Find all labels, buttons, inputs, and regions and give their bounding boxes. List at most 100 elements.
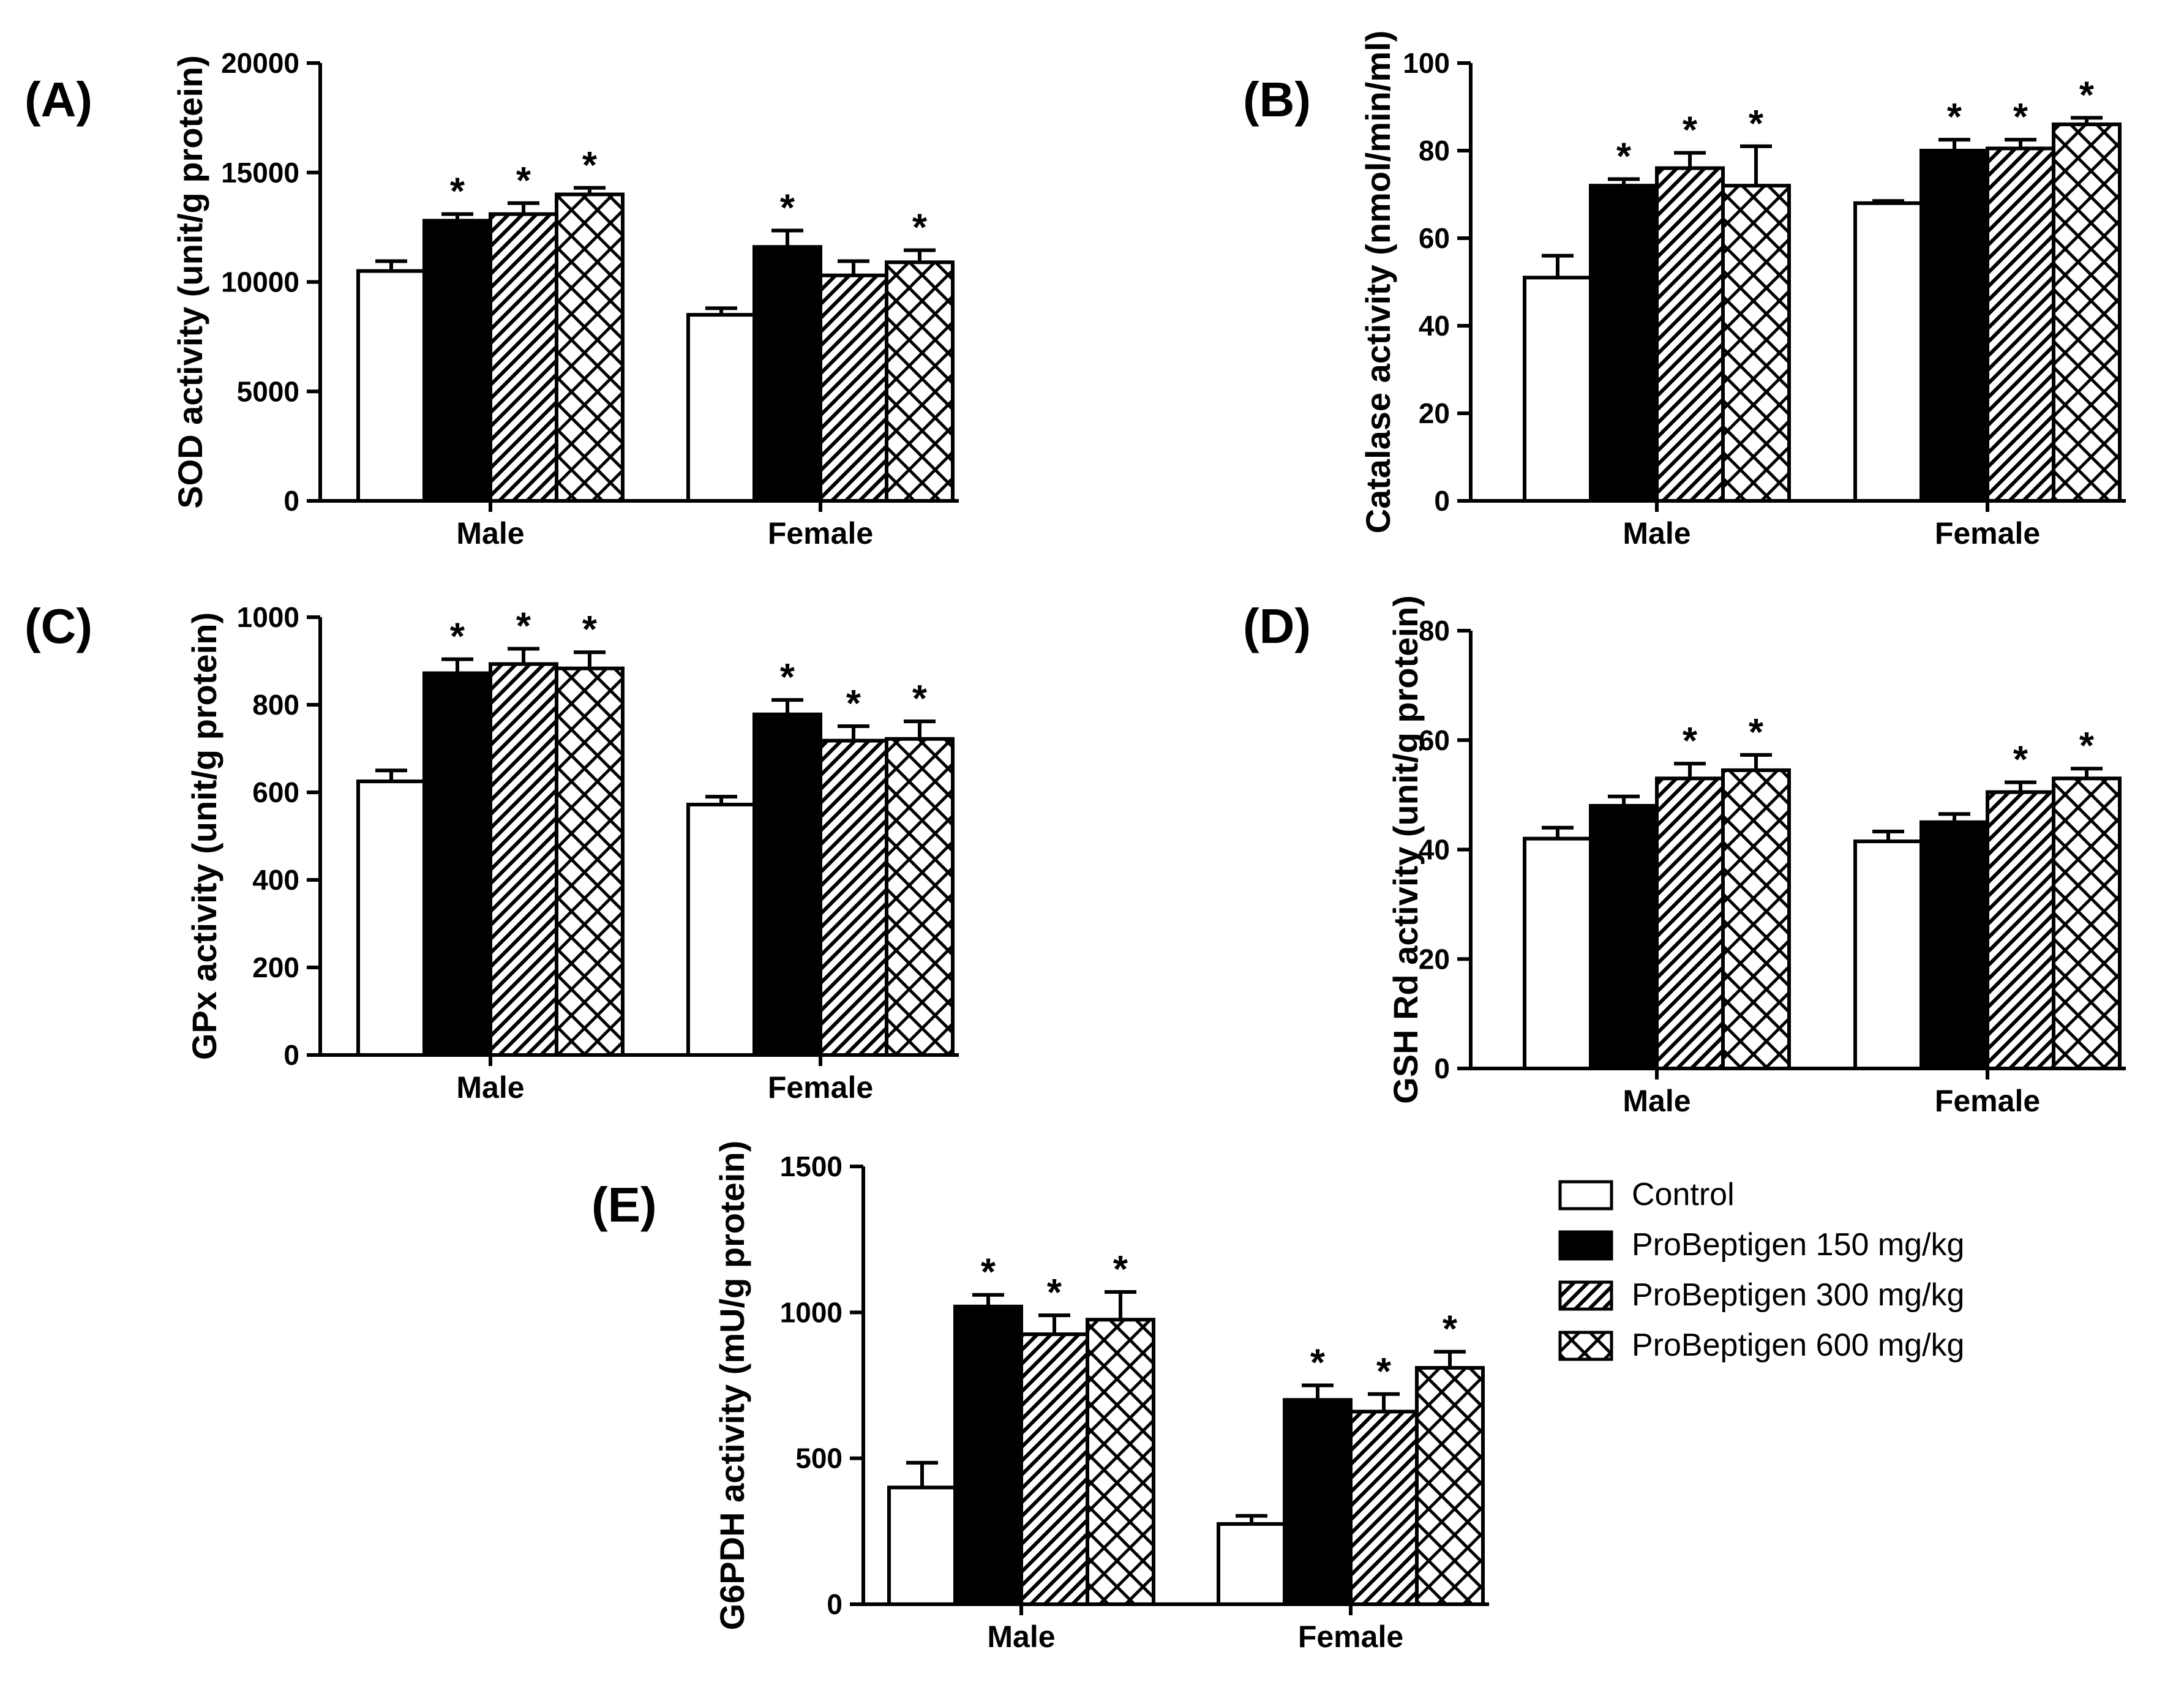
panel-label: (C) [24, 599, 92, 653]
bar [686, 313, 756, 503]
significance-star: * [846, 683, 861, 725]
x-tick-label: Male [1623, 516, 1691, 550]
y-tick-label: 60 [1419, 222, 1450, 254]
chart-panel-2: (B) Catalase activity (nmol/min/ml) * * * Mal… [1243, 31, 2126, 550]
significance-star: * [1683, 720, 1698, 762]
y-tick-label: 60 [1419, 724, 1450, 756]
bar [1853, 201, 1923, 503]
bar [1589, 804, 1659, 1070]
bar [555, 192, 625, 503]
y-tick-label: 0 [1434, 1053, 1450, 1084]
bar [686, 803, 756, 1057]
chart-panel-5: (E) G6PDH activity (mU/g protein) * * * Male *… [591, 1141, 1489, 1654]
significance-star: * [582, 145, 598, 187]
y-tick-label: 200 [252, 952, 299, 983]
bar [752, 245, 822, 503]
x-tick-label: Male [456, 1070, 524, 1105]
significance-star: * [1443, 1308, 1458, 1351]
bar [1283, 1398, 1353, 1606]
bar [1523, 276, 1593, 503]
y-tick-label: 0 [283, 1039, 299, 1071]
y-tick-label: 5000 [237, 375, 299, 407]
significance-star: * [450, 171, 465, 213]
significance-star: * [780, 187, 795, 229]
bar [356, 779, 426, 1057]
y-tick-label: 40 [1419, 310, 1450, 342]
bar [885, 260, 955, 503]
bar [1655, 166, 1725, 503]
bar [489, 662, 558, 1057]
panel-label: (D) [1243, 599, 1311, 653]
panel-label: (B) [1243, 72, 1311, 127]
bar [1986, 146, 2055, 503]
legend-swatch [1558, 1280, 1613, 1311]
bar [356, 269, 426, 503]
x-tick-label: Female [1935, 516, 2040, 550]
y-tick-label: 0 [283, 485, 299, 517]
significance-star: * [780, 656, 795, 699]
significance-star: * [2079, 725, 2095, 767]
chart-panel-3: (C) GPx activity (unit/g protein) * * * Male *… [24, 599, 959, 1105]
bar [1986, 790, 2055, 1070]
y-axis-label: G6PDH activity (mU/g protein) [713, 1141, 751, 1631]
bar [752, 712, 822, 1057]
panels-layer: (A) SOD activity (unit/g protein) * * * Male *… [24, 31, 2126, 1654]
legend-label: ProBeptigen 600 mg/kg [1632, 1327, 1964, 1363]
bar [819, 273, 888, 503]
bar [953, 1304, 1023, 1607]
y-tick-label: 600 [252, 776, 299, 808]
significance-star: * [2013, 739, 2028, 781]
y-tick-label: 20 [1419, 397, 1450, 429]
significance-star: * [1683, 110, 1698, 152]
significance-star: * [1616, 135, 1632, 178]
bar [1217, 1522, 1286, 1607]
x-tick-label: Female [768, 516, 873, 550]
panel-label: (E) [591, 1177, 657, 1232]
bar [489, 212, 558, 503]
legend-item: Control [1558, 1177, 1735, 1212]
x-tick-label: Male [1623, 1084, 1691, 1118]
bar [1721, 768, 1791, 1070]
y-tick-label: 100 [1403, 47, 1450, 79]
y-tick-label: 800 [252, 689, 299, 721]
significance-star: * [450, 616, 465, 658]
y-tick-label: 10000 [221, 266, 299, 298]
x-tick-label: Female [1935, 1084, 2040, 1118]
bar [555, 666, 625, 1057]
y-tick-label: 400 [252, 864, 299, 896]
bar [887, 1485, 957, 1606]
significance-star: * [2079, 74, 2095, 116]
legend: Control ProBeptigen 150 mg/kg ProBeptigen … [1558, 1177, 1964, 1363]
y-tick-label: 1500 [780, 1151, 842, 1182]
legend-label: Control [1632, 1177, 1735, 1212]
y-tick-label: 500 [795, 1443, 842, 1474]
bar [1415, 1365, 1485, 1606]
legend-label: ProBeptigen 150 mg/kg [1632, 1227, 1964, 1263]
bar [885, 737, 955, 1057]
y-tick-label: 0 [827, 1588, 842, 1620]
significance-star: * [1113, 1248, 1128, 1291]
significance-star: * [2013, 96, 2028, 138]
y-axis-label: SOD activity (unit/g protein) [171, 55, 209, 508]
significance-star: * [912, 678, 928, 720]
y-axis-label: Catalase activity (nmol/min/ml) [1359, 31, 1397, 534]
x-tick-label: Female [1298, 1620, 1403, 1654]
y-tick-label: 1000 [780, 1296, 842, 1328]
chart-panel-1: (A) SOD activity (unit/g protein) * * * Male *… [24, 47, 959, 550]
legend-swatch [1558, 1180, 1613, 1211]
bar [1523, 836, 1593, 1070]
legend-label: ProBeptigen 300 mg/kg [1632, 1277, 1964, 1313]
y-tick-label: 15000 [221, 157, 299, 189]
significance-star: * [1749, 103, 1764, 145]
significance-star: * [1376, 1351, 1392, 1393]
bar [1919, 149, 1989, 503]
significance-star: * [981, 1252, 996, 1294]
significance-star: * [516, 605, 531, 647]
bar [1919, 820, 1989, 1070]
bar [1589, 184, 1659, 503]
bar [1349, 1410, 1419, 1606]
chart-panel-4: (D) GSH Rd activity (unit/g protein) * * Mal… [1243, 595, 2126, 1118]
y-axis-label: GSH Rd activity (unit/g protein) [1386, 595, 1425, 1104]
bar [1086, 1318, 1155, 1606]
